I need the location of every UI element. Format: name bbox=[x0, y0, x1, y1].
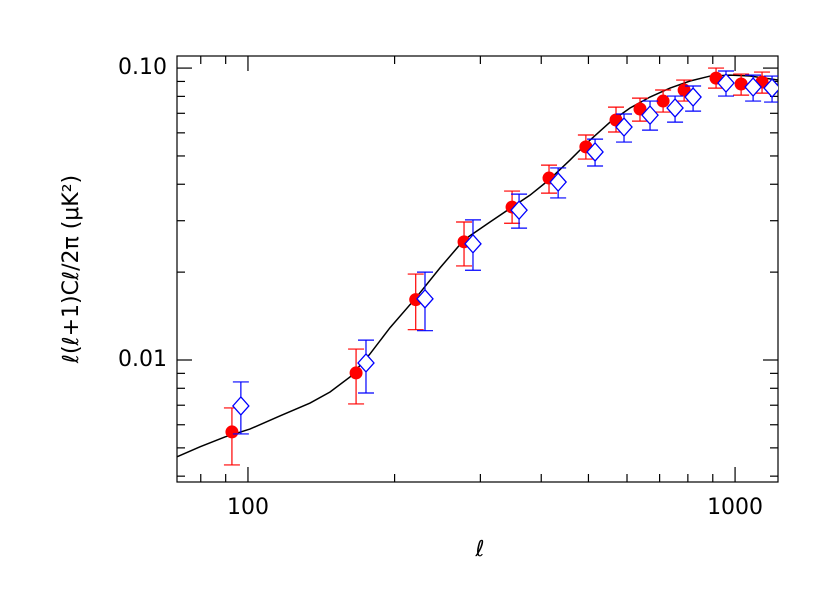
x-tick-label: 1000 bbox=[707, 495, 763, 520]
x-axis-label: ℓ bbox=[474, 537, 484, 562]
data-point bbox=[656, 94, 670, 108]
model-curve bbox=[177, 74, 778, 458]
data-point bbox=[349, 366, 363, 380]
data-point bbox=[633, 102, 647, 116]
data-point bbox=[615, 117, 633, 138]
data-point bbox=[717, 73, 735, 93]
data-point bbox=[549, 172, 568, 193]
y-tick-label: 0.01 bbox=[118, 347, 167, 372]
y-axis-label: ℓ(ℓ+1)Cℓ/2π (μK²) bbox=[59, 175, 84, 364]
data-point bbox=[510, 200, 528, 221]
data-point bbox=[357, 352, 375, 373]
data-point bbox=[416, 288, 434, 309]
y-tick-label: 0.10 bbox=[118, 55, 167, 80]
data-point bbox=[744, 77, 762, 98]
data-point bbox=[677, 83, 691, 97]
x-tick-label: 100 bbox=[227, 495, 269, 520]
plot-frame bbox=[176, 55, 779, 483]
data-point bbox=[684, 87, 702, 107]
data-point bbox=[586, 141, 604, 162]
data-point bbox=[763, 78, 778, 99]
data-point bbox=[464, 233, 482, 254]
data-point bbox=[734, 77, 748, 91]
data-point bbox=[666, 98, 684, 118]
data-point bbox=[231, 395, 250, 416]
data-point bbox=[641, 105, 659, 126]
data-point bbox=[225, 425, 239, 439]
ticks: 100 1000 0.01 0.10 bbox=[118, 55, 778, 520]
plot-area bbox=[177, 67, 778, 466]
